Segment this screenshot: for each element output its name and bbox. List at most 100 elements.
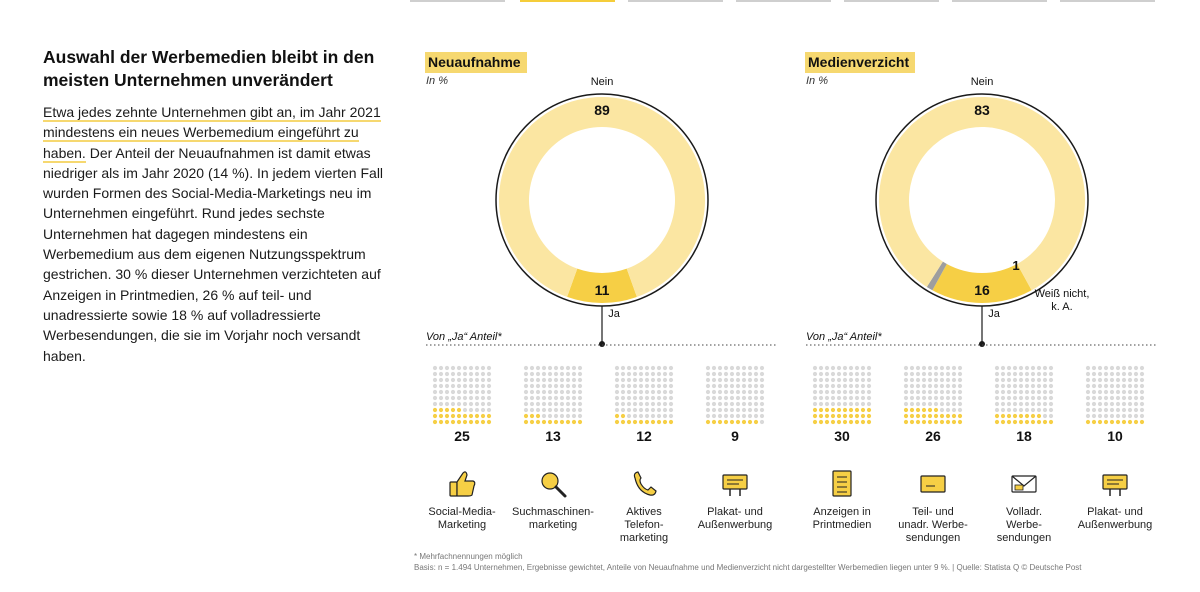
dot-empty	[626, 389, 632, 395]
dot-empty	[741, 413, 747, 419]
dot-empty	[1048, 401, 1054, 407]
channel-label: Anzeigen in Printmedien	[812, 506, 872, 531]
dot-empty	[836, 383, 842, 389]
dot-empty	[854, 383, 860, 389]
dot-empty	[729, 371, 735, 377]
dot-empty	[480, 365, 486, 371]
dot-empty	[1030, 407, 1036, 413]
dot-empty	[1103, 395, 1109, 401]
dot-empty	[541, 401, 547, 407]
dot-empty	[626, 395, 632, 401]
dot-filled	[824, 407, 830, 413]
dot-empty	[994, 365, 1000, 371]
dot-empty	[951, 383, 957, 389]
dot-filled	[565, 419, 571, 425]
dot-filled	[909, 407, 915, 413]
dot-empty	[668, 383, 674, 389]
dot-empty	[662, 401, 668, 407]
dot-empty	[1109, 371, 1115, 377]
dot-empty	[1103, 377, 1109, 383]
dot-filled	[711, 419, 717, 425]
dot-empty	[711, 407, 717, 413]
dot-empty	[486, 365, 492, 371]
dot-filled	[1139, 419, 1145, 425]
addressed-letter-icon	[1011, 475, 1037, 493]
thumbs-up-icon	[449, 471, 476, 497]
dot-empty	[1085, 401, 1091, 407]
dot-filled	[705, 419, 711, 425]
dot-empty	[909, 371, 915, 377]
dot-empty	[741, 383, 747, 389]
dot-empty	[523, 365, 529, 371]
dot-empty	[1012, 389, 1018, 395]
thumb-hand	[456, 471, 476, 497]
dot-empty	[565, 371, 571, 377]
dot-empty	[620, 389, 626, 395]
dot-empty	[994, 389, 1000, 395]
dot-empty	[577, 395, 583, 401]
panel-figure: 83 16 Nein Ja 1 Weiß nicht, k. A. Von „Ja“ Ante…	[806, 76, 1156, 444]
dot-empty	[1085, 407, 1091, 413]
dot-empty	[729, 383, 735, 389]
dot-empty	[818, 365, 824, 371]
dot-empty	[915, 389, 921, 395]
dot-empty	[644, 377, 650, 383]
dot-filled	[830, 419, 836, 425]
dot-empty	[1030, 371, 1036, 377]
dot-empty	[1085, 377, 1091, 383]
dot-empty	[915, 365, 921, 371]
dot-empty	[547, 377, 553, 383]
dot-filled	[644, 419, 650, 425]
dot-empty	[571, 395, 577, 401]
dot-filled	[741, 419, 747, 425]
dot-filled	[903, 419, 909, 425]
dot-empty	[711, 365, 717, 371]
dot-empty	[747, 365, 753, 371]
dot-empty	[1042, 377, 1048, 383]
dot-empty	[1018, 365, 1024, 371]
dot-empty	[1115, 401, 1121, 407]
dot-empty	[450, 389, 456, 395]
dot-filled	[915, 419, 921, 425]
dot-empty	[614, 389, 620, 395]
channel-item: Plakat- und Außenwerbung	[689, 468, 781, 532]
dot-empty	[951, 395, 957, 401]
dot-empty	[854, 395, 860, 401]
dot-empty	[921, 371, 927, 377]
dot-empty	[753, 371, 759, 377]
dot-filled	[1048, 419, 1054, 425]
dot-empty	[927, 365, 933, 371]
dot-empty	[644, 365, 650, 371]
dot-filled	[462, 419, 468, 425]
dot-grid	[812, 365, 872, 425]
dot-filled	[836, 419, 842, 425]
dot-empty	[957, 383, 963, 389]
dot-filled	[432, 407, 438, 413]
dot-empty	[705, 389, 711, 395]
dot-empty	[842, 383, 848, 389]
dot-empty	[456, 389, 462, 395]
dot-empty	[632, 401, 638, 407]
dot-empty	[468, 383, 474, 389]
dot-empty	[753, 383, 759, 389]
dot-filled	[824, 419, 830, 425]
dot-filled	[638, 419, 644, 425]
dot-empty	[1024, 407, 1030, 413]
dot-empty	[450, 377, 456, 383]
dot-filled	[939, 419, 945, 425]
dot-empty	[866, 383, 872, 389]
dot-filled	[860, 413, 866, 419]
dot-empty	[553, 413, 559, 419]
dot-empty	[939, 383, 945, 389]
dot-empty	[957, 377, 963, 383]
dot-empty	[486, 377, 492, 383]
dot-filled	[994, 419, 1000, 425]
dot-empty	[915, 377, 921, 383]
dot-empty	[1097, 395, 1103, 401]
dot-empty	[553, 383, 559, 389]
dot-empty	[735, 371, 741, 377]
dot-empty	[553, 365, 559, 371]
dot-empty	[705, 401, 711, 407]
dot-empty	[432, 401, 438, 407]
channel-item: Teil- und unadr. Werbe-sendungen	[887, 468, 979, 545]
